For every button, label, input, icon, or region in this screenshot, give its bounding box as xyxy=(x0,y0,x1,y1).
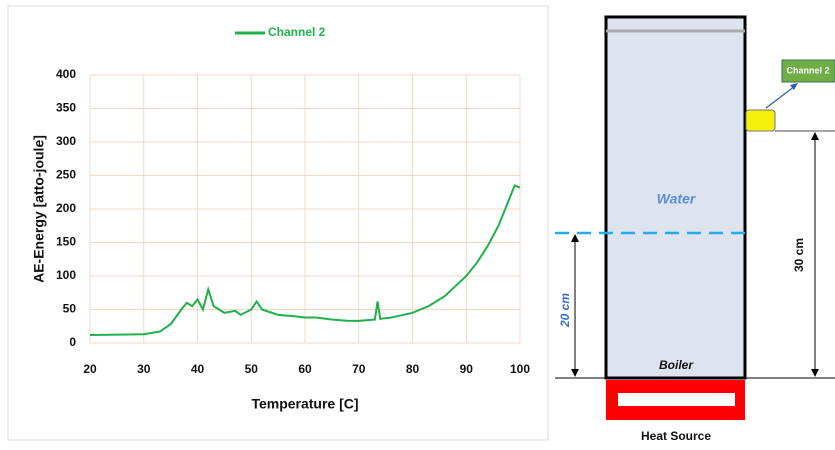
chart-frame xyxy=(7,5,549,441)
x-axis-label: Temperature [C] xyxy=(251,396,358,412)
x-tick-label: 100 xyxy=(510,362,530,376)
y-tick-label: 150 xyxy=(56,235,76,249)
y-tick-label: 200 xyxy=(56,201,76,215)
x-tick-label: 60 xyxy=(298,362,312,376)
y-tick-label: 250 xyxy=(56,168,76,182)
arrow-head xyxy=(811,369,819,377)
tank xyxy=(604,15,747,380)
sensor-arrow xyxy=(765,85,796,109)
arrow-head xyxy=(790,83,798,90)
y-tick-label: 350 xyxy=(56,101,76,115)
sensor-label: Channel 2 xyxy=(786,65,829,75)
height-30-label: 30 cm xyxy=(792,238,806,272)
legend-label: Channel 2 xyxy=(268,25,326,39)
y-tick-label: 400 xyxy=(56,67,76,81)
y-tick-label: 300 xyxy=(56,134,76,148)
y-tick-label: 0 xyxy=(69,335,76,349)
line xyxy=(89,184,521,336)
boiler-label: Boiler xyxy=(659,358,694,372)
arrow-head xyxy=(571,234,579,242)
heat-source-slot xyxy=(618,393,735,406)
water-label: Water xyxy=(657,191,697,207)
x-tick-label: 30 xyxy=(137,362,151,376)
x-tick-label: 90 xyxy=(460,362,474,376)
arrow-head xyxy=(571,369,579,377)
x-tick-label: 50 xyxy=(245,362,259,376)
y-tick-label: 100 xyxy=(56,268,76,282)
x-tick-label: 80 xyxy=(406,362,420,376)
y-tick-label: 50 xyxy=(63,302,77,316)
heat-label: Heat Source xyxy=(641,429,711,443)
y-axis-label: AE-Energy [atto-joule] xyxy=(31,135,47,283)
sensor xyxy=(745,109,776,132)
height-20-label: 20 cm xyxy=(558,293,572,328)
x-tick-label: 70 xyxy=(352,362,366,376)
x-tick-label: 40 xyxy=(191,362,205,376)
arrow-head xyxy=(811,132,819,140)
x-tick-label: 20 xyxy=(83,362,97,376)
sensor-tag xyxy=(781,59,835,83)
